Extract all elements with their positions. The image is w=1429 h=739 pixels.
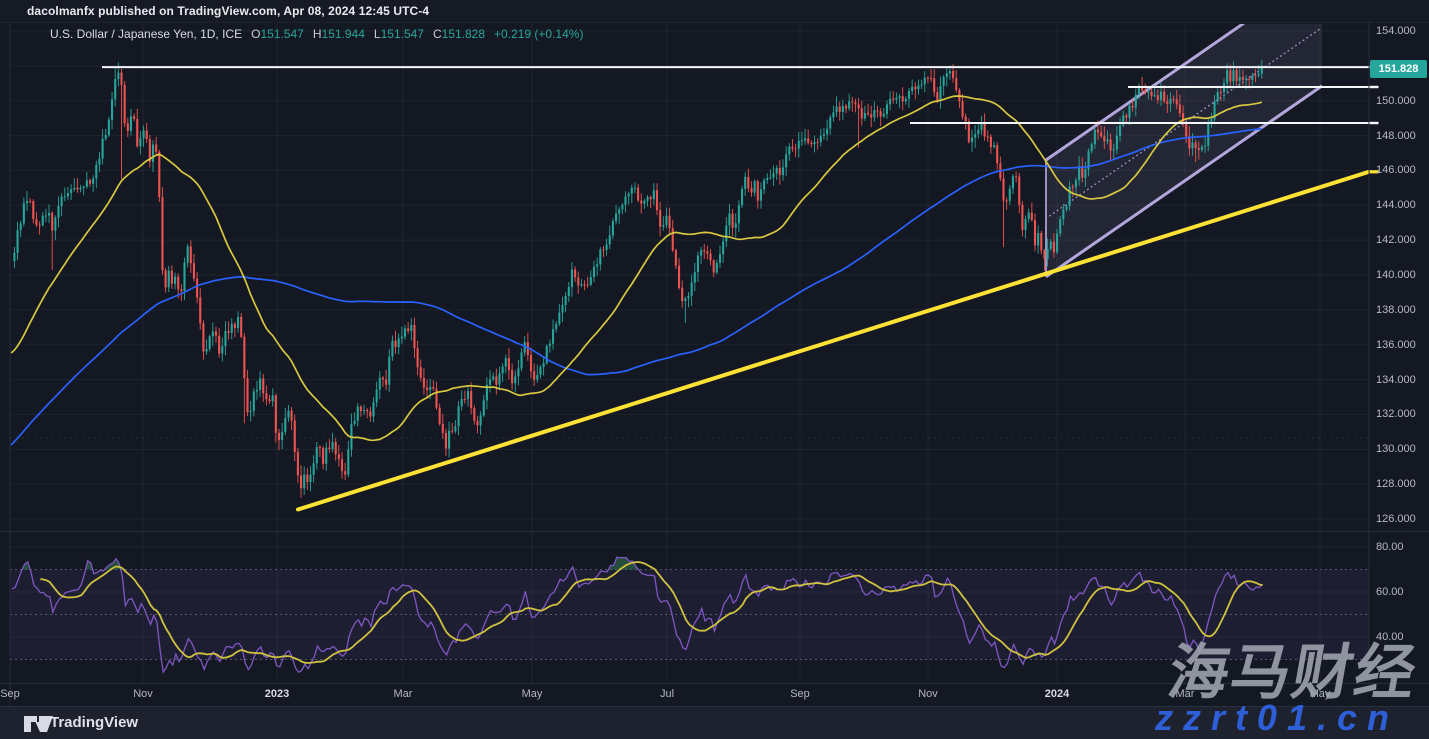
tradingview-logo-icon[interactable]	[24, 715, 54, 733]
tradingview-brand-text[interactable]: TradingView	[50, 714, 139, 731]
price-axis-label: 132.000	[1376, 408, 1416, 420]
time-axis-label: May	[521, 688, 543, 700]
time-axis-label: 2024	[1044, 688, 1070, 700]
channel-lower-line[interactable]	[1045, 84, 1323, 279]
price-axis-label: 130.000	[1376, 443, 1416, 455]
channel-midline-dotted[interactable]	[1045, 26, 1323, 220]
time-axis-label: Nov	[133, 688, 153, 700]
sma-200-line[interactable]	[10, 127, 1262, 446]
trendline[interactable]	[296, 169, 1369, 512]
ray-axis-tick	[1369, 121, 1379, 125]
time-axis-label: Mar	[393, 688, 413, 700]
watermark-cjk: 海马财经	[1163, 639, 1423, 706]
price-axis-label: 140.000	[1376, 269, 1416, 281]
ray-axis-tick	[1369, 85, 1379, 89]
symbol-title: U.S. Dollar / Japanese Yen, 1D, ICE	[50, 27, 243, 41]
ohlc-item: C151.828	[432, 27, 486, 41]
price-axis-label: 128.000	[1376, 478, 1416, 490]
rsi-axis-label: 80.00	[1376, 541, 1404, 553]
ohlc-item: H151.944	[312, 27, 365, 41]
symbol-legend[interactable]: U.S. Dollar / Japanese Yen, 1D, ICE O151.…	[50, 27, 583, 41]
price-axis-label: 154.000	[1376, 25, 1416, 37]
watermark-url: zzrt01.cn	[1154, 697, 1399, 738]
time-axis-label: Sep	[790, 688, 810, 700]
price-axis-label: 134.000	[1376, 374, 1416, 386]
ohlc-values: O151.547 H151.944 L151.547 C151.828	[242, 27, 485, 41]
price-axis-label: 148.000	[1376, 130, 1416, 142]
time-axis-label: Mar	[1175, 688, 1195, 700]
time-axis-label: Jul	[659, 688, 675, 700]
header-bar: dacolmanfx published on TradingView.com,…	[0, 0, 1429, 22]
price-axis-label: 144.000	[1376, 199, 1416, 211]
price-axis-label: 126.000	[1376, 513, 1416, 525]
channel-upper-line[interactable]	[1045, 0, 1322, 162]
time-axis-label: Sep	[0, 688, 20, 700]
rsi-axis-label: 40.00	[1376, 631, 1404, 643]
price-axis-label: 142.000	[1376, 234, 1416, 246]
ohlc-item: O151.547	[251, 27, 304, 41]
time-axis-label: Nov	[918, 688, 938, 700]
ohlc-item: L151.547	[373, 27, 424, 41]
rsi-ma-line[interactable]	[40, 561, 1263, 664]
rsi-line[interactable]	[11, 556, 1264, 674]
last-price-badge: 151.828	[1370, 60, 1427, 78]
sma-50-line[interactable]	[10, 95, 1263, 442]
time-axis-label: May	[1309, 688, 1331, 700]
price-axis-label: 146.000	[1376, 164, 1416, 176]
candles-layer	[13, 59, 1263, 498]
price-axis-label: 136.000	[1376, 339, 1416, 351]
attribution-text: dacolmanfx published on TradingView.com,…	[27, 4, 430, 18]
footer-bar: TradingView	[0, 706, 1429, 739]
time-axis-label: 2023	[264, 688, 290, 700]
pane-borders	[0, 21, 1429, 706]
grid-layer	[9, 24, 1369, 683]
price-axis-label: 150.000	[1376, 95, 1416, 107]
change-value: +0.219 (+0.14%)	[494, 27, 584, 41]
rsi-axis-label: 60.00	[1376, 586, 1404, 598]
price-axis-label: 138.000	[1376, 304, 1416, 316]
trendline-axis-tick	[1369, 170, 1379, 174]
channel-fill	[1046, 24, 1322, 277]
